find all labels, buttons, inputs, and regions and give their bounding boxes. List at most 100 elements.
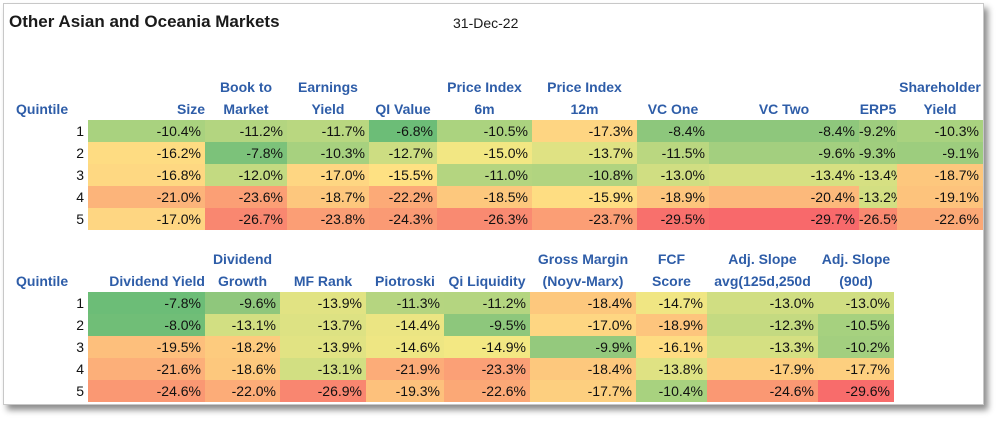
table2-header-6-line-0: Gross Margin: [537, 251, 629, 267]
table-cell: -23.8%: [287, 208, 369, 230]
table-cell: -9.1%: [897, 142, 983, 164]
table-cell: -19.1%: [897, 186, 983, 208]
table2-header-8-line-0: Adj. Slope: [728, 251, 797, 267]
table1-header-7-line-0: VC One: [647, 101, 699, 117]
table-cell: -16.1%: [636, 336, 707, 358]
table1-header-0: Quintile: [4, 76, 88, 120]
table-cell: -8.4%: [709, 120, 859, 142]
quintile-number: 1: [4, 292, 88, 314]
table2-header-9: Adj. Slope (90d): [818, 248, 894, 292]
table-cell: -13.0%: [707, 292, 818, 314]
table1-header-5: Price Index 6m: [437, 76, 532, 120]
table-cell: -10.5%: [437, 120, 532, 142]
table-cell: -21.6%: [88, 358, 205, 380]
table-cell: -19.5%: [88, 336, 205, 358]
table1-header-7: VC One: [637, 76, 709, 120]
table-cell: -26.7%: [205, 208, 287, 230]
table-cell: -22.2%: [369, 186, 437, 208]
table-cell: -15.0%: [437, 142, 532, 164]
report-date: 31-Dec-22: [453, 15, 519, 31]
table1-header-10-line-1: Yield: [923, 101, 957, 117]
quintile-number: 3: [4, 336, 88, 358]
table-cell: -9.6%: [205, 292, 280, 314]
table-cell: -13.1%: [280, 358, 366, 380]
table-row: 1 -10.4% -11.2% -11.7% -6.8% -10.5% -17.3% -8.4…: [4, 120, 983, 142]
table-cell: -15.5%: [369, 164, 437, 186]
table-cell: -21.9%: [366, 358, 444, 380]
table-cell: -16.2%: [88, 142, 205, 164]
table-cell: -24.6%: [707, 380, 818, 402]
table2-header-5-line-0: Qi Liquidity: [448, 273, 526, 289]
table2-header-3: MF Rank: [280, 248, 366, 292]
table-cell: -17.0%: [287, 164, 369, 186]
table1-header-9-line-0: ERP5: [859, 101, 897, 117]
table1-header-9: ERP5: [859, 76, 897, 120]
table-row: 5 -24.6% -22.0% -26.9% -19.3% -22.6% -17.7% -10…: [4, 380, 894, 402]
table-cell: -12.3%: [707, 314, 818, 336]
table-cell: -22.6%: [444, 380, 530, 402]
table-row: 2 -8.0% -13.1% -13.7% -14.4% -9.5% -17.0% -18.9…: [4, 314, 894, 336]
table-row: 4 -21.6% -18.6% -13.1% -21.9% -23.3% -18.4% -13…: [4, 358, 894, 380]
table1-header-3-line-1: Yield: [311, 101, 345, 117]
table2-header-3-line-0: MF Rank: [293, 273, 353, 289]
table2-header-4-line-0: Piotroski: [375, 273, 435, 289]
report-panel: Other Asian and Oceania Markets 31-Dec-2…: [3, 3, 984, 405]
table-cell: -9.5%: [444, 314, 530, 336]
table-cell: -10.5%: [818, 314, 894, 336]
table-cell: -24.6%: [88, 380, 205, 402]
table-cell: -15.9%: [532, 186, 637, 208]
table-cell: -17.7%: [818, 358, 894, 380]
table-cell: -18.7%: [287, 186, 369, 208]
table1-header-2-line-0: Book to: [219, 79, 273, 95]
table2-header-6: Gross Margin (Noyv-Marx): [530, 248, 636, 292]
table1-header-1-line-0: Size: [176, 101, 205, 117]
table2-header-9-line-1: (90d): [839, 273, 873, 289]
table1-header-6-line-0: Price Index: [547, 79, 622, 95]
table1-header-2-line-1: Market: [223, 101, 269, 117]
table-cell: -18.6%: [205, 358, 280, 380]
table-cell: -13.2%: [859, 186, 903, 208]
table2-header-2-line-0: Dividend: [212, 251, 273, 267]
table-cell: -17.3%: [532, 120, 637, 142]
table-cell: -18.9%: [637, 186, 709, 208]
quintile-number: 1: [4, 120, 88, 142]
table-cell: -26.3%: [437, 208, 532, 230]
table-cell: -24.3%: [369, 208, 437, 230]
table-cell: -20.4%: [709, 186, 859, 208]
table-cell: -10.2%: [818, 336, 894, 358]
table-cell: -6.8%: [369, 120, 437, 142]
table-cell: -18.7%: [897, 164, 983, 186]
table2-header-4: Piotroski: [366, 248, 444, 292]
table1-header-4: QI Value: [369, 76, 437, 120]
table1-header-4-line-0: QI Value: [375, 101, 431, 117]
table-cell: -18.9%: [636, 314, 707, 336]
table-cell: -11.3%: [366, 292, 444, 314]
table-cell: -16.8%: [88, 164, 205, 186]
table-cell: -7.8%: [205, 142, 287, 164]
table-row: 3 -16.8% -12.0% -17.0% -15.5% -11.0% -10.8% -13…: [4, 164, 983, 186]
table-row: 2 -16.2% -7.8% -10.3% -12.7% -15.0% -13.7% -11.…: [4, 142, 983, 164]
table-cell: -12.7%: [369, 142, 437, 164]
quintile-number: 4: [4, 358, 88, 380]
table-cell: -8.0%: [88, 314, 205, 336]
table-cell: -17.9%: [707, 358, 818, 380]
table2-header-7-line-1: Score: [652, 273, 691, 289]
table-cell: -14.9%: [444, 336, 530, 358]
table-cell: -23.6%: [205, 186, 287, 208]
table-cell: -13.7%: [280, 314, 366, 336]
table-cell: -17.0%: [530, 314, 636, 336]
table-row: 4 -21.0% -23.6% -18.7% -22.2% -18.5% -15.9% -18…: [4, 186, 983, 208]
table-cell: -10.4%: [88, 120, 205, 142]
table-row: 5 -17.0% -26.7% -23.8% -24.3% -26.3% -23.7% -29…: [4, 208, 983, 230]
table2-header-8-line-1: avg(125d,250d: [714, 273, 811, 289]
table1-header-10: Shareholder Yield: [897, 76, 983, 120]
table-cell: -18.4%: [530, 358, 636, 380]
table-cell: -11.7%: [287, 120, 369, 142]
table1-header-6-line-1: 12m: [570, 101, 599, 117]
table-cell: -13.8%: [636, 358, 707, 380]
table-cell: -13.4%: [709, 164, 859, 186]
table1-header-3-line-0: Earnings: [298, 79, 358, 95]
table2-header-0: Quintile: [4, 248, 88, 292]
table-row: 1 -7.8% -9.6% -13.9% -11.3% -11.2% -18.4% -14.7…: [4, 292, 894, 314]
table-cell: -13.1%: [205, 314, 280, 336]
